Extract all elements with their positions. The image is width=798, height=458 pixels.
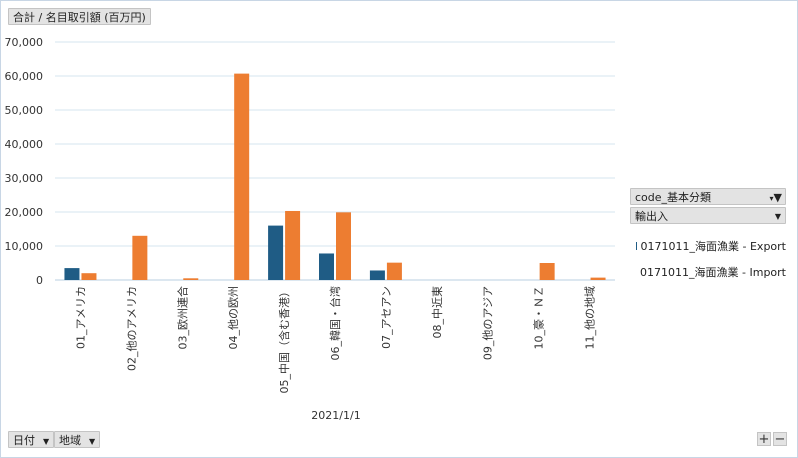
x-tick-label: 08_中近東 (431, 286, 444, 339)
x-tick-label: 01_アメリカ (74, 286, 87, 349)
bar-import[interactable] (285, 210, 301, 280)
dropdown-icon: ▾ (769, 194, 774, 203)
bar-export[interactable] (369, 270, 385, 280)
filter-icon: ▼ (773, 191, 782, 204)
bar-import[interactable] (590, 277, 606, 280)
bars (64, 73, 606, 281)
legend-field-io-label: 輸出入 (635, 210, 668, 223)
y-tick-label: 60,000 (5, 70, 44, 83)
bar-export[interactable] (319, 253, 334, 280)
y-tick-label: 40,000 (5, 138, 44, 151)
bar-import[interactable] (183, 278, 199, 280)
y-tick-label: 30,000 (5, 172, 44, 185)
legend-label-import: 0171011_海面漁業 - Import (640, 266, 786, 279)
bar-import[interactable] (539, 263, 555, 280)
dropdown-icon: ▼ (774, 212, 781, 221)
x-tick-label: 02_他のアメリカ (125, 286, 138, 371)
bar-import[interactable] (81, 273, 97, 280)
date-field-label: 日付 (13, 434, 35, 447)
legend-swatch-export (636, 242, 637, 250)
y-tick-label: 0 (36, 274, 43, 287)
date-field-button[interactable]: 日付 ▼ (8, 431, 55, 448)
x-tick-label: 10_豪・ＮＺ (532, 286, 546, 350)
legend: code_基本分類 ▾▼ 輸出入 ▼ 0171011_海面漁業 - Export… (630, 188, 786, 280)
legend-field-code-button[interactable]: code_基本分類 ▾▼ (630, 188, 786, 205)
legend-item-import[interactable]: 0171011_海面漁業 - Import (636, 264, 786, 280)
value-field-label: 合計 / 名目取引額 (百万円) (13, 11, 146, 24)
bar-export[interactable] (268, 225, 284, 280)
bar-import[interactable] (386, 262, 402, 280)
legend-field-code-label: code_基本分類 (635, 191, 712, 204)
bar-import[interactable] (234, 73, 250, 281)
bar-import[interactable] (336, 212, 351, 280)
y-tick-label: 50,000 (5, 104, 44, 117)
x-tick-label: 11_他の地域 (584, 286, 597, 350)
x-tick-label: 03_欧州連合 (175, 286, 189, 350)
x-tick-label: 04_他の欧州 (227, 286, 240, 350)
region-field-label: 地域 (59, 434, 81, 447)
y-tick-label: 10,000 (5, 240, 44, 253)
dropdown-icon: ▼ (43, 436, 50, 446)
expand-button[interactable]: + (757, 432, 771, 447)
x-tick-label: 07_アセアン (380, 286, 393, 349)
legend-field-io-button[interactable]: 輸出入 ▼ (630, 207, 786, 224)
x-tick-label: 09_他のアジア (482, 286, 495, 360)
bar-export[interactable] (64, 268, 80, 280)
bar-import[interactable] (132, 235, 148, 280)
x-tick-label: 06_韓国・台湾 (328, 286, 342, 361)
collapse-button[interactable]: − (773, 432, 787, 447)
value-field-button[interactable]: 合計 / 名目取引額 (百万円) (8, 8, 151, 25)
y-tick-label: 70,000 (5, 36, 44, 49)
x-axis-ticks: 01_アメリカ 02_他のアメリカ 03_欧州連合 04_他の欧州 05_中国（含む香港… (74, 286, 596, 394)
gridlines (55, 41, 615, 281)
region-field-button[interactable]: 地域 ▼ (54, 431, 101, 448)
group-label: 2021/1/1 (311, 409, 360, 422)
dropdown-icon: ▼ (89, 436, 96, 446)
y-tick-label: 20,000 (5, 206, 44, 219)
y-axis-ticks: 0 10,000 20,000 30,000 40,000 50,000 60,000 70,… (5, 36, 44, 287)
legend-item-export[interactable]: 0171011_海面漁業 - Export (636, 238, 786, 254)
x-tick-label: 05_中国（含む香港） (277, 286, 291, 394)
legend-label-export: 0171011_海面漁業 - Export (640, 240, 786, 253)
